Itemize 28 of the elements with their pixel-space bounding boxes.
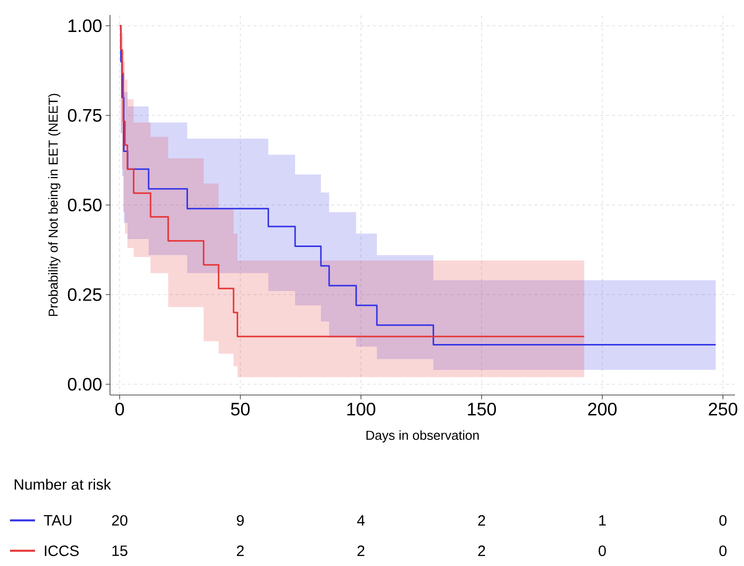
text: 0: [719, 545, 727, 556]
x-tick-label: 50: [231, 402, 250, 416]
text: 0: [598, 545, 606, 556]
legend-label: ICCS: [44, 545, 79, 556]
x-tick-label: 100: [347, 402, 376, 416]
text: 2: [478, 546, 486, 556]
y-tick-label: 0.50: [68, 198, 102, 212]
text: 20: [112, 515, 128, 526]
x-tick-label: 0: [115, 402, 124, 416]
text: 0: [719, 515, 727, 526]
y-axis-title: Probability of Not being in EET (NEET): [48, 94, 60, 316]
y-tick-label: 0.00: [68, 378, 102, 391]
y-tick-label: 1.00: [68, 19, 102, 32]
x-axis-title: Days in observation: [366, 430, 479, 442]
text: 2: [358, 546, 364, 556]
x-tick-label: 150: [468, 402, 496, 416]
x-tick-label: 200: [588, 402, 617, 416]
text: 4: [357, 515, 365, 526]
y-tick-label: 0.75: [68, 109, 102, 122]
text: 1: [599, 515, 606, 526]
text: 9: [236, 515, 244, 526]
text: 2: [236, 546, 244, 556]
text: 15: [112, 546, 128, 556]
legend-label: TAU: [44, 515, 72, 526]
x-tick-label: 250: [708, 402, 738, 416]
text: Number at risk: [14, 478, 112, 490]
text: 2: [478, 515, 486, 526]
y-tick-label: 0.25: [68, 288, 102, 301]
